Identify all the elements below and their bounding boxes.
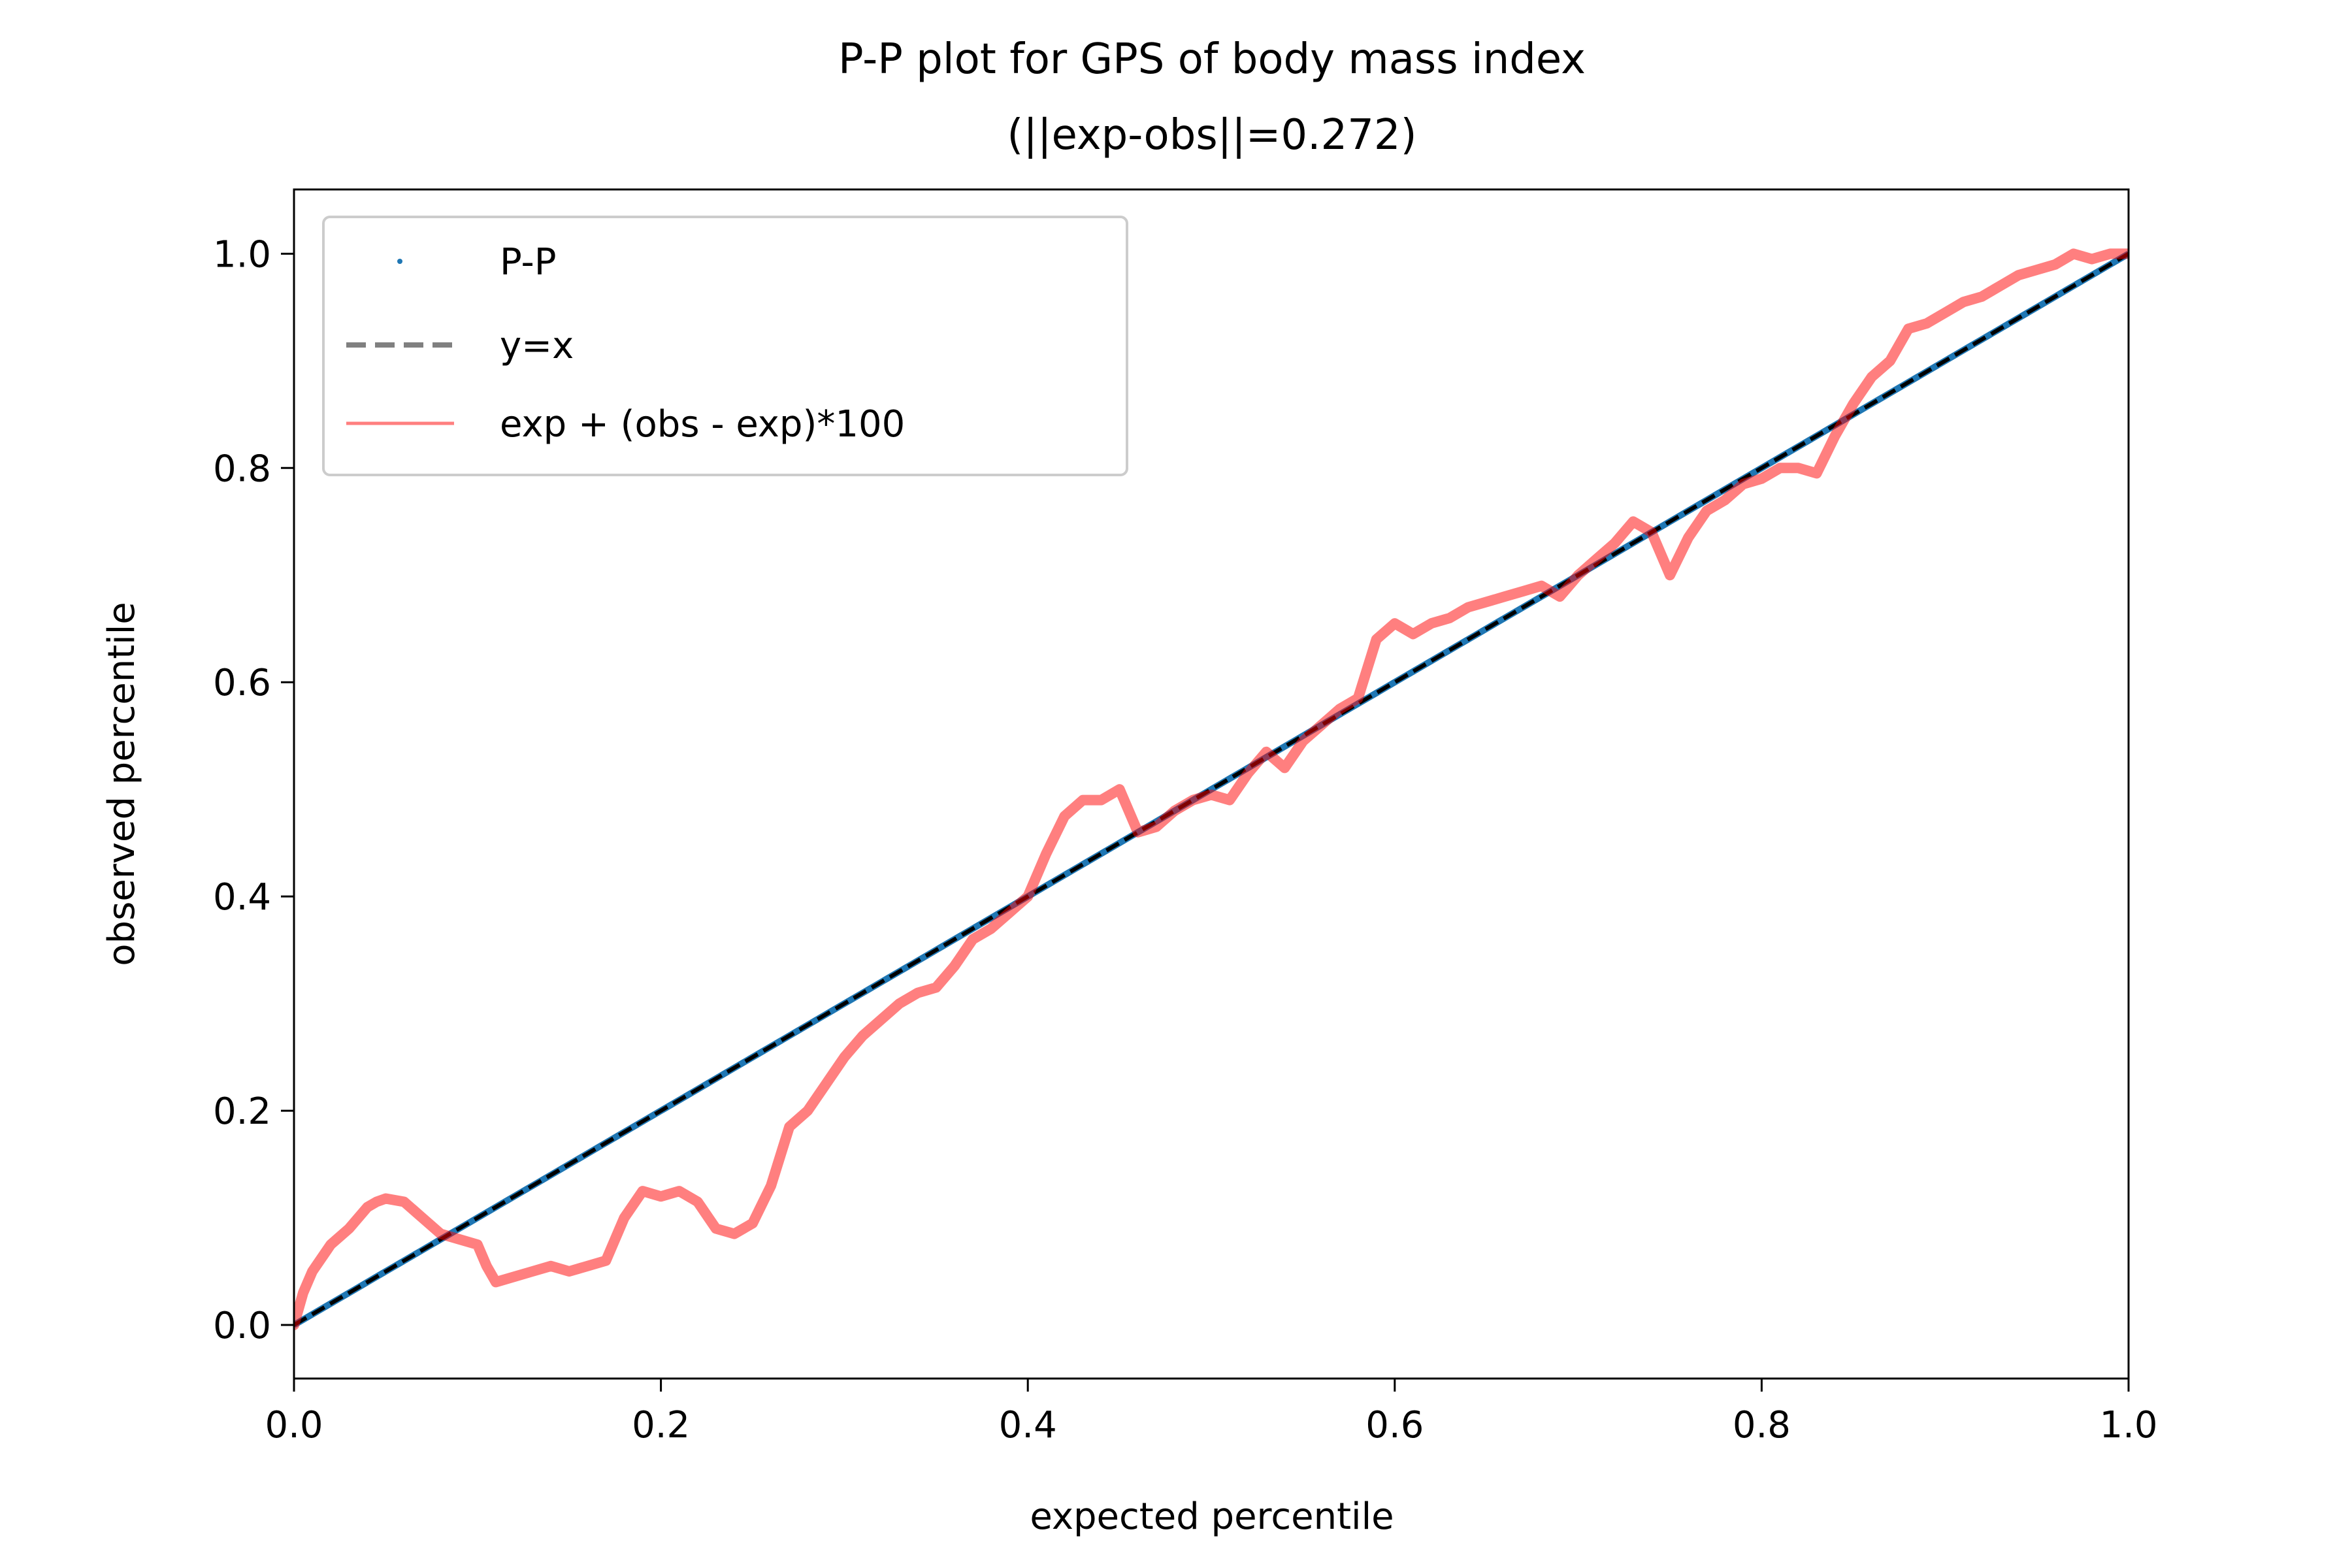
y-axis-label: observed percentile	[101, 602, 143, 966]
y-tick-label: 0.4	[213, 876, 271, 919]
chart-title: P-P plot for GPS of body mass index	[838, 35, 1586, 84]
ticks-layer: 0.0 0.2 0.4 0.6 0.8 1.0 0.0 0.2 0.4 0.6 0.8 1.0	[213, 233, 2158, 1446]
data-layer	[294, 248, 2129, 1330]
plot-frame	[293, 188, 2130, 1380]
y-tick-label: 0.0	[213, 1305, 271, 1347]
y-tick-label: 0.2	[213, 1090, 271, 1133]
legend-swatch-pp	[397, 259, 402, 264]
y-tick-label: 1.0	[213, 233, 271, 276]
identity-line	[294, 252, 2129, 1327]
chart-subtitle: (||exp-obs||=0.272)	[1007, 111, 1416, 159]
y-tick-label: 0.8	[213, 448, 271, 490]
y-tick-label: 0.6	[213, 662, 271, 704]
legend-label-pp: P-P	[500, 241, 557, 284]
x-tick-label: 1.0	[2099, 1404, 2157, 1446]
legend-label-identity: y=x	[500, 325, 574, 367]
scaled-deviation-line	[294, 248, 2129, 1330]
x-axis-label: expected percentile	[1030, 1495, 1394, 1538]
legend-label-scaled: exp + (obs - exp)*100	[500, 403, 905, 446]
x-tick-label: 0.4	[999, 1404, 1057, 1446]
legend-box	[322, 216, 1128, 476]
x-tick-label: 0.8	[1733, 1404, 1791, 1446]
x-tick-label: 0.0	[265, 1404, 323, 1446]
x-tick-label: 0.2	[632, 1404, 690, 1446]
legend: P-P y=x exp + (obs - exp)*100	[322, 216, 1128, 476]
x-tick-label: 0.6	[1365, 1404, 1424, 1446]
